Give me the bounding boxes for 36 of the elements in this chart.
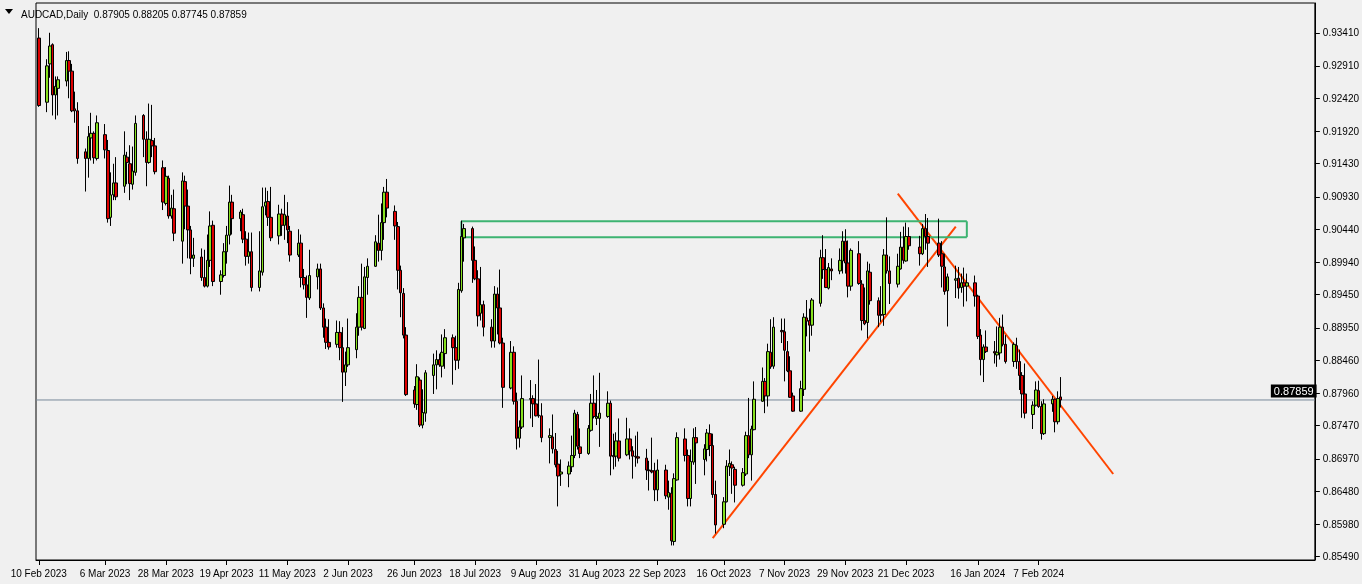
x-tick-label: 26 Jun 2023 [386, 567, 443, 579]
x-tick-label: 31 Aug 2023 [568, 567, 626, 579]
y-tick-label: 0.86480 [1322, 485, 1360, 497]
x-tick-label: 19 Apr 2023 [199, 567, 254, 579]
x-tick-label: 7 Feb 2024 [1013, 567, 1065, 579]
y-tick-label: 0.88950 [1322, 322, 1360, 334]
x-tick-label: 28 Mar 2023 [137, 567, 195, 579]
y-tick-label: 0.93410 [1322, 27, 1360, 39]
y-tick-label: 0.88460 [1322, 354, 1360, 366]
ref-line-label: 0.87859 [1273, 384, 1314, 397]
x-tick-label: 10 Feb 2023 [10, 567, 68, 579]
text: AUDCAD,Daily 0.87905 0.88205 0.87745 0.87859 [21, 8, 248, 20]
y-tick-label: 0.90930 [1322, 191, 1360, 203]
x-tick-label: 21 Dec 2023 [877, 567, 935, 579]
y-tick-label: 0.85490 [1322, 551, 1360, 563]
x-tick-label: 11 May 2023 [258, 567, 317, 579]
y-tick-label: 0.89940 [1322, 256, 1360, 268]
y-tick-label: 0.86970 [1322, 453, 1360, 465]
y-tick-label: 0.91920 [1322, 125, 1360, 137]
x-tick-label: 6 Mar 2023 [79, 567, 131, 579]
x-tick-label: 9 Aug 2023 [510, 567, 562, 579]
y-tick-label: 0.89450 [1322, 289, 1360, 301]
y-tick-label: 0.87470 [1322, 420, 1360, 432]
y-tick-label: 0.90440 [1322, 223, 1360, 235]
x-tick-label: 16 Jan 2024 [950, 567, 1006, 579]
x-tick-label: 22 Sep 2023 [629, 567, 687, 579]
y-tick-label: 0.87960 [1322, 387, 1360, 399]
y-tick-label: 0.92910 [1322, 60, 1360, 72]
y-tick-label: 0.92420 [1322, 92, 1360, 104]
y-tick-label: 0.91430 [1322, 158, 1360, 170]
x-tick-label: 2 Jun 2023 [323, 567, 374, 579]
x-tick-label: 18 Jul 2023 [449, 567, 502, 579]
x-tick-label: 16 Oct 2023 [696, 567, 752, 579]
x-tick-label: 29 Nov 2023 [816, 567, 875, 579]
x-tick-label: 7 Nov 2023 [758, 567, 811, 579]
y-tick-label: 0.85980 [1322, 518, 1360, 530]
